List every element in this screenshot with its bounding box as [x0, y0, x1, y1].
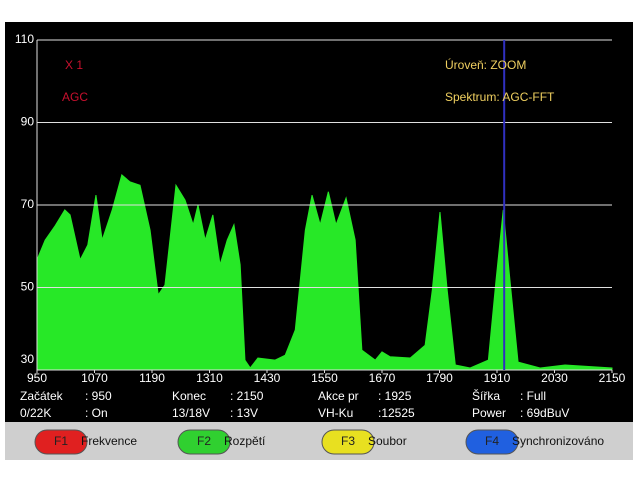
function-key-label[interactable]: F4 [485, 434, 499, 448]
button-bar [5, 422, 633, 460]
y-tick-label: 30 [21, 352, 35, 366]
status-label: Power [472, 406, 506, 420]
status-value: :12525 [378, 406, 415, 420]
x-tick-label: 2030 [541, 371, 568, 385]
status-label: Akce pr [318, 389, 359, 403]
x-tick-label: 1190 [139, 371, 165, 385]
function-label[interactable]: Synchronizováno [512, 434, 604, 448]
x-tick-label: 1310 [196, 371, 223, 385]
status-label: Šířka [472, 388, 500, 403]
function-key[interactable] [321, 429, 375, 455]
x-tick-label: 950 [27, 371, 47, 385]
annotation: AGC [62, 90, 88, 104]
y-tick-label: 110 [15, 32, 34, 46]
status-value: : 950 [85, 389, 112, 403]
annotation: Úroveň: ZOOM [445, 57, 526, 72]
status-value: : 69dBuV [520, 406, 569, 420]
function-key-label[interactable]: F2 [197, 434, 211, 448]
function-key[interactable] [34, 429, 88, 455]
x-tick-label: 1910 [484, 371, 511, 385]
spectrum-area [36, 173, 613, 371]
function-key-label[interactable]: F3 [341, 434, 355, 448]
status-label: 13/18V [172, 406, 210, 420]
y-tick-label: 70 [21, 197, 35, 211]
y-tick-label: 90 [21, 115, 35, 129]
annotation: Spektrum: AGC-FFT [445, 90, 555, 104]
status-value: : 13V [230, 406, 258, 420]
x-tick-label: 1790 [426, 371, 453, 385]
function-label[interactable]: Rozpětí [224, 434, 266, 448]
function-key[interactable] [465, 429, 519, 455]
status-label: Začátek [20, 389, 64, 403]
function-key[interactable] [177, 429, 231, 455]
x-tick-label: 1070 [81, 371, 108, 385]
x-tick-label: 1550 [311, 371, 338, 385]
status-value: : On [85, 406, 108, 420]
status-label: 0/22K [20, 406, 51, 420]
status-value: : Full [520, 389, 546, 403]
function-label[interactable]: Frekvence [81, 434, 137, 448]
function-label[interactable]: Soubor [368, 434, 407, 448]
status-value: : 2150 [230, 389, 264, 403]
status-value: : 1925 [378, 389, 412, 403]
y-tick-label: 50 [21, 280, 35, 294]
status-label: VH-Ku [318, 406, 353, 420]
status-label: Konec [172, 389, 206, 403]
x-tick-label: 2150 [599, 371, 626, 385]
x-tick-label: 1670 [369, 371, 396, 385]
x-tick-label: 1430 [254, 371, 281, 385]
annotation: X 1 [65, 58, 83, 72]
function-key-label[interactable]: F1 [54, 434, 68, 448]
